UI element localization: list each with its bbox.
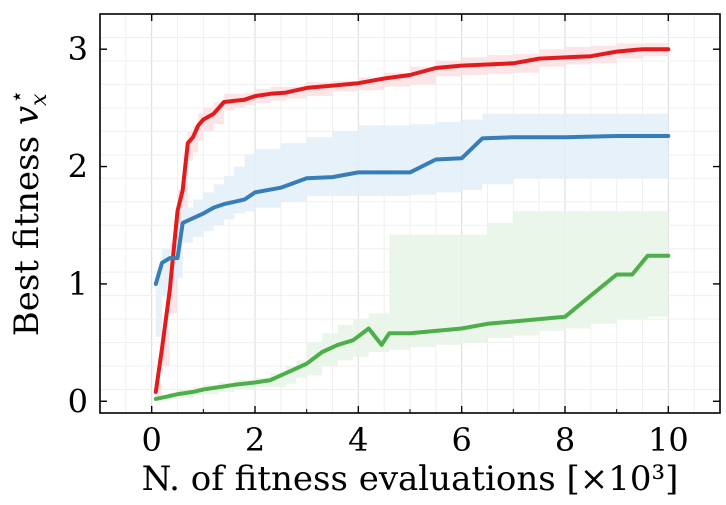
series-1-band <box>155 113 669 337</box>
axis-ticks: 0 2 4 6 8 10 0 1 2 3 <box>68 14 721 459</box>
y-axis-title: Best fitness vx⋆ <box>5 90 52 337</box>
x-tick-label: 2 <box>245 421 265 459</box>
y-tick-label: 3 <box>68 30 88 68</box>
x-tick-label: 4 <box>348 421 368 459</box>
x-tick-label: 10 <box>648 421 689 459</box>
series-2-band <box>155 211 669 402</box>
x-tick-label: 8 <box>555 421 575 459</box>
series-2-line <box>153 253 671 401</box>
y-tick-label: 0 <box>68 382 88 420</box>
series-0-line <box>153 47 671 394</box>
confidence-bands <box>155 43 669 402</box>
y-tick-label: 1 <box>68 265 88 303</box>
series-1-line <box>153 134 671 286</box>
series-lines <box>153 47 671 401</box>
x-axis-title: N. of fitness evaluations [×10³] <box>142 459 679 499</box>
x-tick-label: 0 <box>141 421 161 459</box>
y-axis-title-main: Best fitness <box>7 125 47 336</box>
x-tick-label: 6 <box>451 421 471 459</box>
y-tick-label: 2 <box>68 148 88 186</box>
y-axis-title-var: v <box>7 106 47 125</box>
y-axis-title-sub: x <box>27 93 52 106</box>
y-axis-title-sup: ⋆ <box>5 90 30 104</box>
